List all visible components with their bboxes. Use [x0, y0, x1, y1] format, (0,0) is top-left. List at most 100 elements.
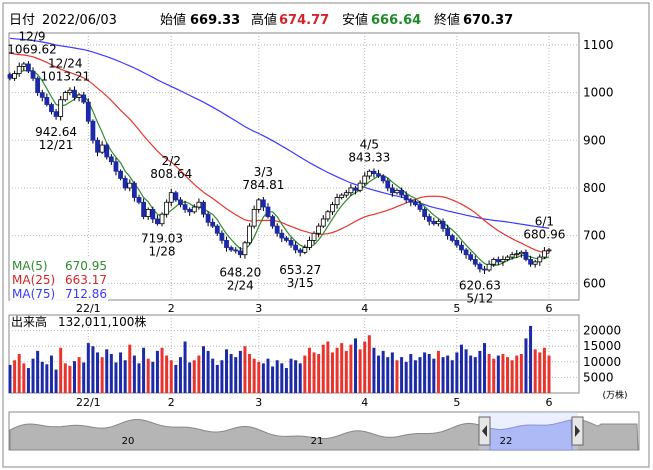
candle-body	[164, 201, 170, 215]
annotation-value: 648.20	[219, 265, 261, 279]
annotation-date: 12/24	[48, 56, 83, 70]
volume-bar	[36, 350, 40, 393]
volume-bar	[303, 355, 307, 393]
candle-body	[247, 225, 252, 244]
navigator-label-22: 22	[500, 436, 513, 447]
candle-body	[7, 74, 13, 79]
candle-body	[108, 156, 114, 163]
candle-body	[417, 204, 423, 210]
close-label: 終値	[434, 12, 460, 28]
candle-body	[431, 220, 437, 225]
volume-bar	[367, 335, 371, 393]
high-label: 高値	[251, 12, 277, 28]
volume-bar	[455, 352, 459, 393]
volume-bar	[63, 363, 67, 393]
candle-body	[408, 199, 414, 203]
volume-bar	[165, 355, 169, 393]
volume-bar	[478, 350, 482, 393]
volume-bar	[59, 347, 63, 393]
volume-bar	[335, 347, 339, 393]
volume-bar	[381, 350, 385, 393]
candle-body	[251, 209, 257, 227]
navigator-label-20: 20	[122, 436, 135, 447]
volume-series	[8, 325, 551, 393]
navigator-left-handle[interactable]	[478, 416, 491, 446]
volume-bar	[317, 354, 321, 393]
volume-bar	[119, 352, 123, 393]
volume-x-axis-labels: 22/1 2 3 4 5 6	[76, 396, 553, 409]
navigator-range-window[interactable]	[479, 412, 578, 450]
candle-body	[413, 201, 418, 206]
candle-body	[242, 242, 248, 256]
annotation-date: 1/28	[149, 245, 176, 259]
candle-body	[233, 249, 239, 252]
candle-body	[459, 244, 464, 251]
volume-bar	[234, 357, 238, 393]
candle-body	[302, 247, 308, 253]
candle-body	[99, 144, 105, 153]
candle-body	[505, 256, 510, 260]
candle-body	[191, 206, 197, 213]
candle-body	[394, 189, 400, 194]
candle-body	[472, 259, 478, 265]
volume-bar	[275, 360, 279, 393]
candle-body	[131, 182, 137, 198]
volume-x-tick-label: 5	[453, 396, 460, 409]
volume-bar	[280, 363, 284, 393]
volume-bar	[400, 357, 404, 393]
volume-bar	[206, 350, 210, 393]
volume-bar	[294, 360, 298, 393]
candle-body	[468, 254, 474, 260]
annotation-value: 719.03	[141, 232, 183, 246]
volume-x-tick-label: 4	[361, 396, 368, 409]
candle-body	[90, 120, 96, 141]
volume-bar	[289, 358, 293, 393]
volume-bar	[469, 355, 473, 393]
navigator-right-handle[interactable]	[571, 416, 584, 446]
volume-bar	[128, 344, 132, 393]
annotation-value: 653.27	[279, 263, 321, 277]
candle-body	[389, 187, 395, 194]
candle-body	[541, 250, 547, 258]
candle-body	[293, 244, 299, 251]
volume-bar	[137, 363, 141, 393]
ma-legend: MA(5) 670.95 MA(25) 663.17 MA(75) 712.86	[10, 258, 108, 302]
volume-bar	[354, 338, 358, 393]
candle-body	[159, 213, 165, 225]
volume-tick-label: 20000	[583, 324, 621, 338]
candle-body	[399, 189, 404, 196]
candle-body	[127, 182, 133, 189]
volume-bar	[109, 354, 113, 393]
volume-bar	[473, 357, 477, 393]
volume-bar	[220, 360, 224, 393]
volume-bar	[229, 354, 233, 393]
ma-legend-background	[10, 258, 108, 302]
candle-body	[168, 192, 174, 203]
candle-body	[260, 199, 266, 208]
price-x-tick-label: 2	[168, 302, 175, 315]
candle-body	[348, 187, 354, 194]
candle-body	[445, 228, 451, 237]
price-tick-label: 900	[583, 133, 606, 147]
volume-bar	[248, 354, 252, 393]
price-grid	[9, 33, 579, 300]
volume-x-tick-label: 3	[255, 396, 262, 409]
candle-body	[62, 92, 68, 101]
volume-bar	[40, 361, 44, 393]
ma5-legend-label: MA(5)	[12, 259, 48, 273]
volume-bar	[441, 357, 445, 393]
candle-body	[380, 175, 386, 182]
candle-body	[385, 180, 391, 189]
candle-body	[113, 161, 119, 172]
price-axis-labels: 600 700 800 900 1000 1100	[583, 38, 614, 290]
navigator-label-21: 21	[311, 436, 324, 447]
candle-body	[237, 250, 243, 256]
date-label: 日付	[9, 13, 35, 28]
candle-body	[219, 232, 225, 241]
volume-bar	[312, 352, 316, 393]
volume-title: 出来高	[11, 314, 47, 329]
volume-bar	[192, 360, 196, 393]
volume-bar	[188, 362, 192, 393]
candle-body	[26, 63, 31, 72]
